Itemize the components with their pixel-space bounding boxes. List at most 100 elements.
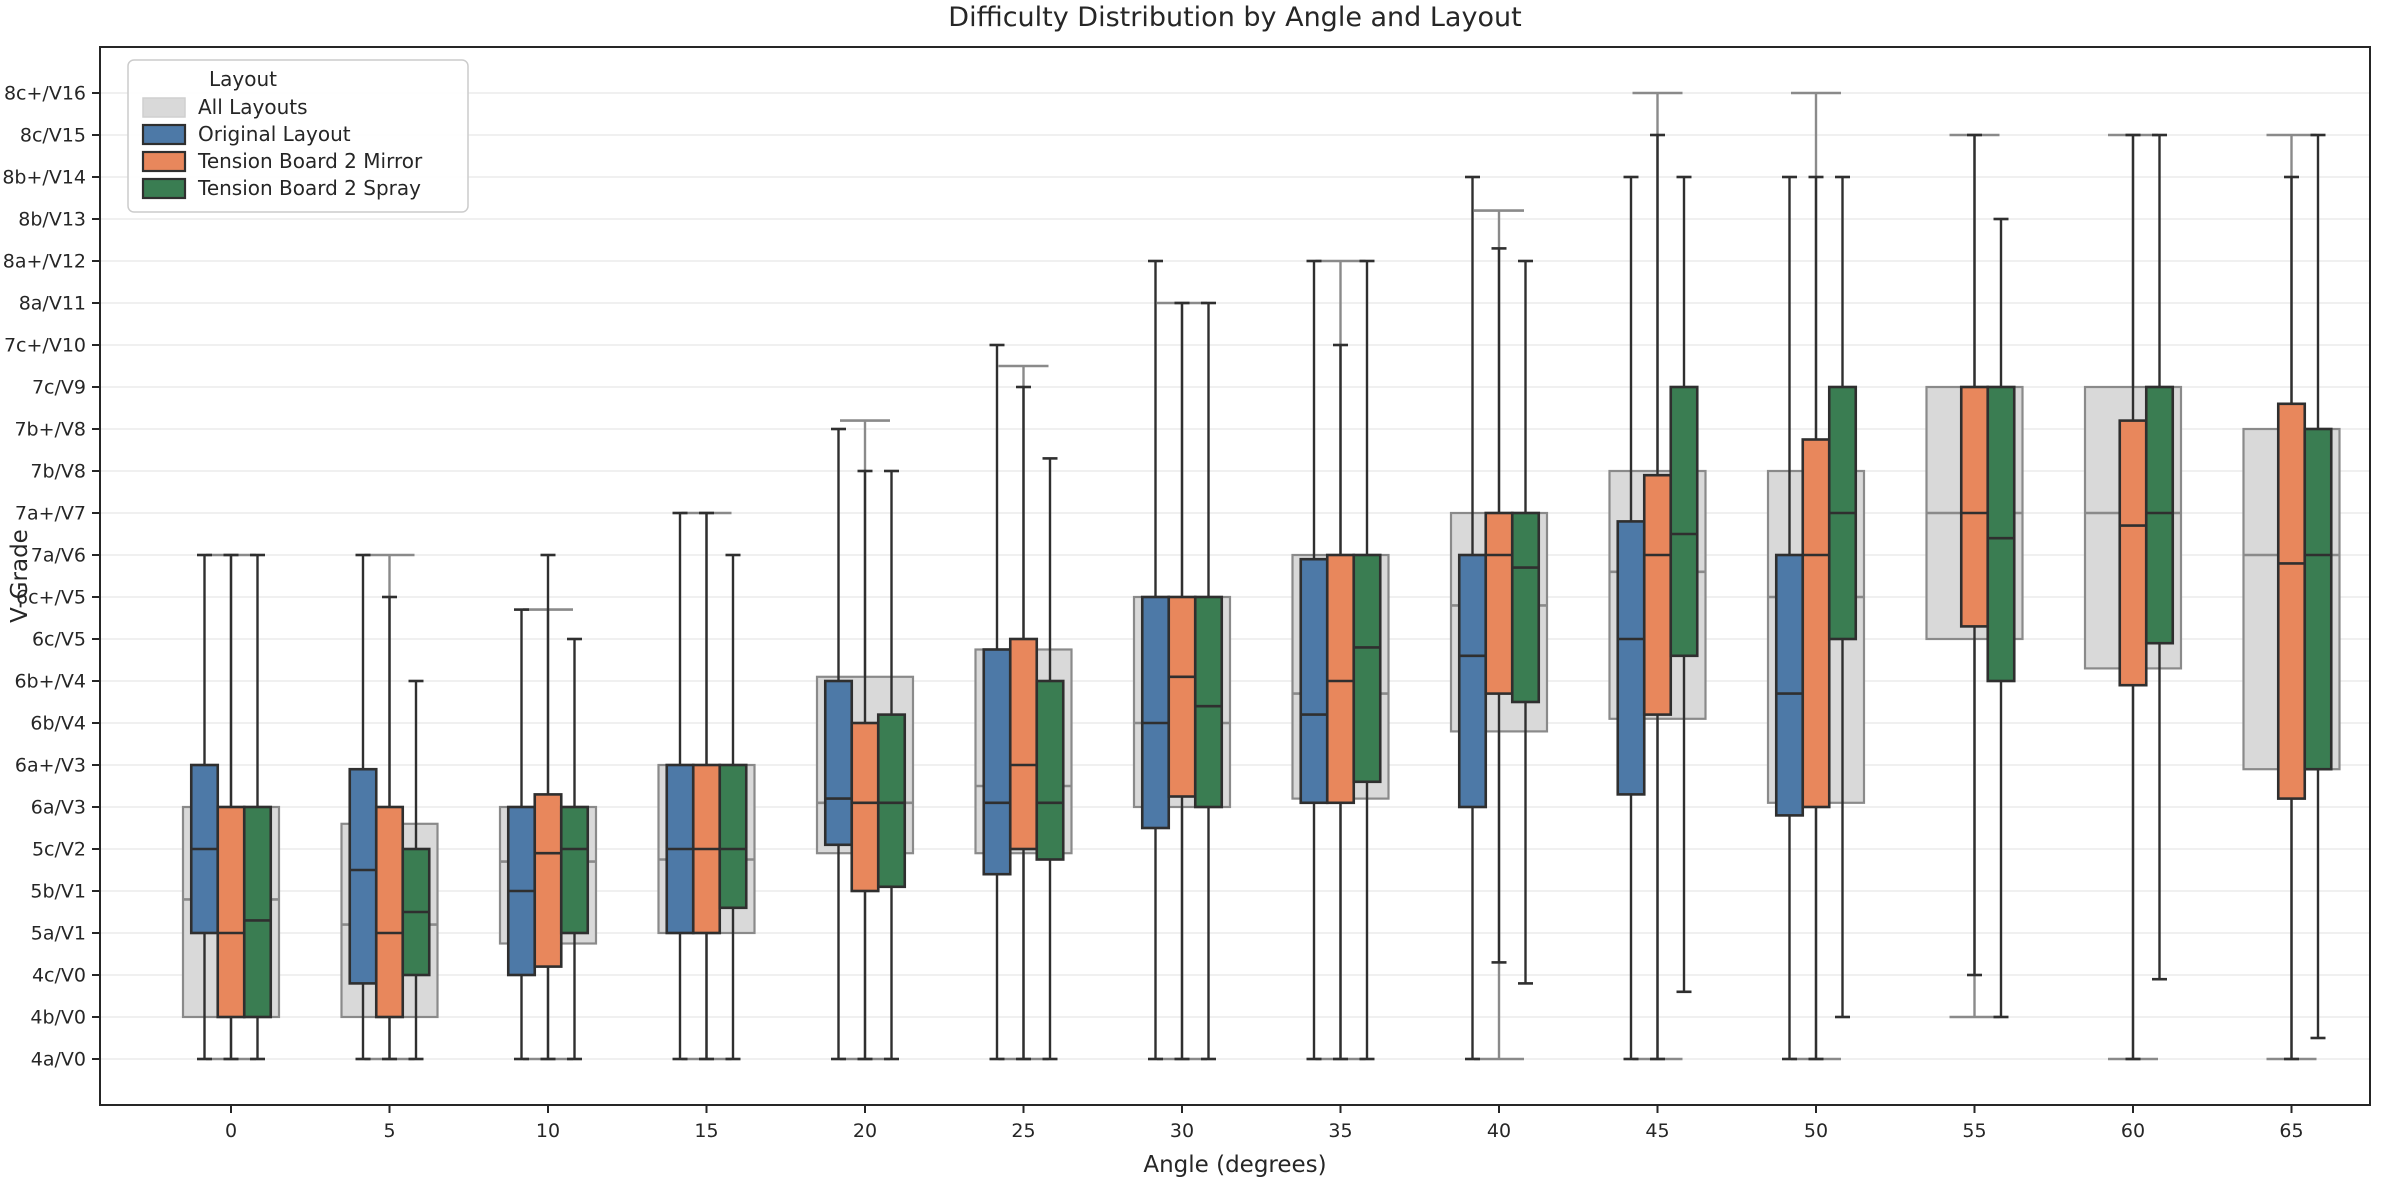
y-tick-label: 6c/V5	[32, 629, 86, 651]
y-tick-label: 6b/V4	[30, 713, 86, 735]
legend-label-tension-board-2-spray: Tension Board 2 Spray	[197, 176, 421, 200]
box-group-20-original-layout	[823, 427, 854, 1061]
iqr-box	[1959, 385, 1990, 628]
box-group-55-tension-board-2-spray	[1986, 217, 2016, 1019]
box-group-5-tension-board-2-spray	[401, 679, 431, 1061]
iqr-box	[1167, 595, 1197, 798]
box-group-35-tension-board-2-mirror	[1325, 343, 1356, 1061]
box-group-25-tension-board-2-spray	[1035, 457, 1065, 1061]
box-group-40-tension-board-2-mirror	[1484, 247, 1514, 964]
box-group-50-tension-board-2-mirror	[1801, 175, 1831, 1061]
iqr-box	[876, 713, 907, 889]
box-group-60-tension-board-2-mirror	[2118, 133, 2148, 1061]
box-group-25-original-layout	[982, 343, 1012, 1061]
iqr-box	[1457, 553, 1488, 809]
box-group-10-original-layout	[506, 608, 537, 1061]
legend-label-original-layout: Original Layout	[198, 122, 351, 146]
iqr-box	[1299, 557, 1329, 805]
x-tick-label: 40	[1487, 1120, 1511, 1142]
iqr-box	[1325, 553, 1356, 805]
iqr-box	[823, 679, 854, 847]
y-tick-label: 8c+/V16	[4, 83, 86, 105]
box-group-30-tension-board-2-mirror	[1167, 301, 1197, 1061]
iqr-box	[2144, 385, 2175, 645]
iqr-box	[374, 805, 405, 1019]
box-group-20-tension-board-2-spray	[876, 469, 907, 1061]
x-tick-label: 60	[2121, 1120, 2145, 1142]
y-tick-label: 8a/V11	[19, 293, 86, 315]
box-group-35-original-layout	[1299, 259, 1329, 1061]
box-group-40-original-layout	[1457, 175, 1488, 1061]
iqr-box	[1008, 637, 1039, 851]
iqr-box	[850, 721, 880, 893]
y-tick-label: 5a/V1	[31, 923, 86, 945]
x-tick-label: 35	[1328, 1120, 1352, 1142]
iqr-box	[559, 805, 590, 935]
box-group-0-tension-board-2-mirror	[216, 553, 246, 1061]
legend-swatch-tension-board-2-mirror	[141, 150, 187, 173]
box-group-65-tension-board-2-spray	[2303, 133, 2333, 1040]
y-tick-label: 7a+/V7	[15, 503, 86, 525]
y-tick-label: 8a+/V12	[3, 251, 86, 273]
box-group-45-tension-board-2-spray	[1669, 175, 1699, 994]
box-group-45-original-layout	[1616, 175, 1646, 1061]
legend-label-tension-board-2-mirror: Tension Board 2 Mirror	[197, 149, 423, 173]
tick-layer: 4a/V0 4b/V0 4c/V0 5a/V1 5b/V1 5c/V2 6a/V3 6a+/V…	[2, 83, 2303, 1143]
iqr-box	[718, 763, 748, 910]
y-tick-label: 6a/V3	[31, 797, 86, 819]
legend-label-all-layouts: All Layouts	[198, 95, 308, 119]
iqr-box	[1986, 385, 2016, 683]
x-axis-label: Angle (degrees)	[1143, 1152, 1326, 1178]
chart-title: Difficulty Distribution by Angle and Lay…	[948, 2, 1521, 33]
plot-frame	[99, 46, 2371, 1106]
x-tick-label: 10	[536, 1120, 560, 1142]
box-group-10-tension-board-2-mirror	[533, 553, 563, 1061]
box-group-25-tension-board-2-mirror	[1008, 385, 1039, 1061]
x-tick-label: 15	[694, 1120, 718, 1142]
box-group-35-tension-board-2-spray	[1352, 259, 1382, 1061]
iqr-box	[1642, 473, 1673, 716]
box-group-50-tension-board-2-spray	[1827, 175, 1858, 1019]
y-axis-label: V-Grade	[7, 529, 33, 623]
y-tick-label: 5b/V1	[30, 881, 86, 903]
box-group-65-tension-board-2-mirror	[2276, 175, 2307, 1061]
y-tick-label: 7b+/V8	[14, 419, 86, 441]
x-tick-label: 25	[1011, 1120, 1035, 1142]
box-layer	[181, 91, 2341, 1061]
y-tick-label: 7a/V6	[31, 545, 86, 567]
box-group-60-tension-board-2-spray	[2144, 133, 2175, 981]
box-group-5-tension-board-2-mirror	[374, 595, 405, 1061]
iqr-box	[1774, 553, 1805, 817]
plot-border	[99, 46, 2371, 1106]
x-tick-label: 0	[225, 1120, 237, 1142]
box-group-15-tension-board-2-spray	[718, 553, 748, 1061]
legend: Layout All Layouts Original Layout Tension …	[127, 59, 469, 213]
iqr-box	[2118, 419, 2148, 687]
x-tick-label: 45	[1645, 1120, 1669, 1142]
box-group-55-tension-board-2-mirror	[1959, 133, 1990, 977]
x-tick-label: 20	[853, 1120, 877, 1142]
y-tick-label: 8b/V13	[18, 209, 86, 231]
y-tick-label: 8b+/V14	[2, 167, 86, 189]
iqr-box	[216, 805, 246, 1019]
box-group-10-tension-board-2-spray	[559, 637, 590, 1061]
grid-layer	[100, 92, 2370, 1060]
y-tick-label: 7c/V9	[32, 377, 86, 399]
x-tick-label: 30	[1170, 1120, 1194, 1142]
iqr-box	[1484, 511, 1514, 695]
y-tick-label: 5c/V2	[32, 839, 86, 861]
y-tick-label: 7c+/V10	[4, 335, 86, 357]
iqr-box	[1352, 553, 1382, 784]
y-tick-label: 7b/V8	[30, 461, 86, 483]
box-group-15-tension-board-2-mirror	[691, 511, 722, 1061]
box-group-30-original-layout	[1140, 259, 1171, 1061]
box-group-15-original-layout	[665, 511, 695, 1061]
iqr-box	[1035, 679, 1065, 861]
box-group-50-original-layout	[1774, 175, 1805, 1061]
iqr-box	[2276, 402, 2307, 800]
iqr-box	[1616, 520, 1646, 796]
iqr-box	[1510, 511, 1541, 704]
y-tick-label: 4c/V0	[32, 965, 86, 987]
